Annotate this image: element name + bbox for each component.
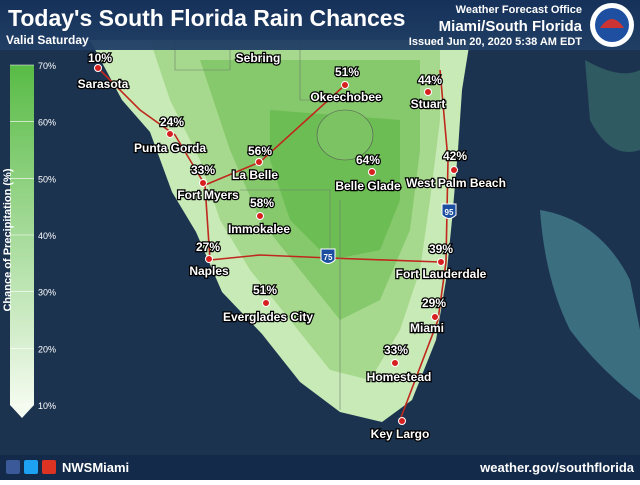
rain-chance: 27%: [196, 240, 220, 254]
city-dot: [255, 158, 263, 166]
city-name: Naples: [189, 264, 229, 278]
city-dot: [424, 88, 432, 96]
lake-okeechobee: [316, 109, 374, 161]
city-name: Everglades City: [223, 310, 313, 324]
rain-chance: 64%: [356, 153, 380, 167]
rain-chance: 33%: [384, 343, 408, 357]
legend-tick-label: 30%: [38, 288, 56, 298]
rain-chance: 39%: [429, 242, 453, 256]
footer-bar: [0, 455, 640, 480]
social-handle: NWSMiami: [62, 460, 129, 475]
city-name: Sebring: [236, 51, 281, 65]
bahamas-shoal: [540, 210, 640, 400]
nws-logo-mark: [600, 19, 624, 28]
legend-title: Chance of Precipitation (%): [2, 168, 14, 311]
city-dot: [368, 168, 376, 176]
cities: Sarasota 10% Sebring Okeechobee 51% Stuart 44%…: [76, 50, 507, 443]
city-dot: [199, 179, 207, 187]
subtitle: Valid Saturday: [6, 33, 89, 47]
youtube-icon: [42, 460, 56, 474]
highway-shield: [441, 203, 457, 219]
rain-chance: 29%: [422, 296, 446, 310]
title: Today's South Florida Rain Chances: [8, 5, 405, 31]
city-name: Belle Glade: [335, 179, 401, 193]
website: weather.gov/southflorida: [479, 460, 635, 475]
twitter-icon: [24, 460, 38, 474]
legend: Chance of Precipitation (%) 10% 20% 30% 40%…: [2, 61, 56, 418]
city-dot: [437, 258, 445, 266]
rain-chance: 24%: [160, 115, 184, 129]
city-name: Immokalee: [228, 222, 290, 236]
legend-tick-label: 50%: [38, 174, 56, 184]
county-lines: [174, 40, 370, 410]
rain-chance: 51%: [253, 283, 277, 297]
city-dot: [341, 81, 349, 89]
city-name: Fort Myers: [177, 188, 239, 202]
city-name: Punta Gorda: [134, 141, 206, 155]
legend-tick-label: 20%: [38, 344, 56, 354]
city-dot: [391, 359, 399, 367]
city-name: West Palm Beach: [406, 176, 506, 190]
rain-chance: 42%: [443, 149, 467, 163]
city-name: Okeechobee: [310, 90, 382, 104]
facebook-icon: [6, 460, 20, 474]
legend-tick-label: 40%: [38, 231, 56, 241]
city-dot: [256, 212, 264, 220]
city-dot: [262, 299, 270, 307]
issued: Issued Jun 20, 2020 5:38 AM EDT: [409, 36, 582, 48]
rain-chance: 51%: [335, 65, 359, 79]
city-dot: [431, 313, 439, 321]
grand-bahama: [585, 60, 640, 152]
city-name: Stuart: [411, 97, 446, 111]
city-dot: [450, 166, 458, 174]
legend-tick-label: 60%: [38, 118, 56, 128]
rain-chance: 56%: [248, 144, 272, 158]
city-dot: [398, 417, 406, 425]
rain-chance: 10%: [88, 51, 112, 65]
city-name: Miami: [410, 321, 444, 335]
highway-label: 75: [324, 253, 333, 262]
office: Weather Forecast Office: [456, 4, 582, 16]
city-dot: [205, 255, 213, 263]
rain-chance: 33%: [191, 163, 215, 177]
city-name: La Belle: [232, 168, 278, 182]
highway-shields: 75 95: [320, 203, 457, 264]
city-name: Key Largo: [371, 427, 430, 441]
highway-label: 95: [445, 208, 454, 217]
legend-tick-label: 70%: [38, 61, 56, 71]
highway-shield: [320, 248, 336, 264]
rain-chance: 44%: [418, 73, 442, 87]
city-name: Sarasota: [78, 77, 129, 91]
city-name: Fort Lauderdale: [396, 267, 487, 281]
city-dot: [166, 130, 174, 138]
city-name: Homestead: [367, 370, 432, 384]
rain-chance: 58%: [250, 196, 274, 210]
city-dot: [94, 64, 102, 72]
legend-tick-label: 10%: [38, 401, 56, 411]
header-bar: [0, 0, 640, 50]
legend-arrow: [10, 405, 34, 418]
region: Miami/South Florida: [439, 18, 583, 35]
